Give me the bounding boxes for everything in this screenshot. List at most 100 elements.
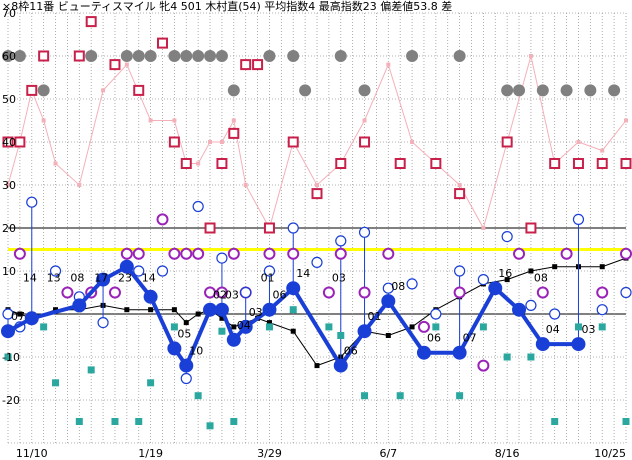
pink-point [457,183,462,187]
blue-circle [2,308,14,320]
gray-dot [2,50,14,62]
data-label: 06 [272,289,286,302]
pink-point [576,140,581,144]
blue-circle [192,200,204,213]
crimson-square [240,59,252,71]
black-point [504,277,510,283]
black-point [409,324,415,330]
crimson-square [216,158,228,169]
data-label: 08 [534,272,548,285]
blue-circle [26,196,38,208]
purple-circle [204,286,217,299]
crimson-square [596,158,608,169]
purple-circle [560,247,573,260]
crimson-square [394,158,406,169]
black-point [385,333,391,338]
crimson-square [180,158,192,169]
gray-dot [287,50,300,62]
crimson-square [26,84,38,96]
pink-point [315,183,319,187]
pink-point [386,62,391,67]
main-point [333,358,348,373]
blue-circle [501,231,513,243]
blue-circle [525,299,537,311]
pink-point [243,183,248,187]
blue-circle [477,274,489,286]
blue-circle [97,317,109,329]
data-label: 03 [225,289,239,302]
gray-dot [204,50,217,62]
gray-dot [560,84,573,97]
blue-circle [406,278,418,290]
gray-dot [120,50,133,62]
y-tick-label: -20 [2,394,20,407]
gray-dot [501,84,514,97]
crimson-square [157,37,168,49]
main-point [179,358,194,373]
crimson-square [204,222,216,234]
data-label: 01 [261,272,275,285]
pink-point [172,118,177,123]
crimson-square [287,136,299,148]
black-point [599,264,605,270]
gray-dot [37,84,50,97]
purple-circle [513,247,526,260]
blue-circle [263,265,276,277]
purple-circle [334,247,347,260]
data-label: 08 [70,272,84,285]
black-series-line [7,257,627,367]
gray-dot [85,50,98,62]
crimson-square [168,136,180,148]
crimson-square [620,158,632,169]
black-point [231,324,237,330]
main-point [381,294,396,309]
main-point [571,337,586,352]
purple-circle [227,247,240,260]
teal-square [289,306,297,314]
blue-circle [156,265,169,277]
teal-square [206,422,214,430]
main-point [416,345,431,360]
black-point [17,311,23,317]
teal-square [4,353,12,361]
teal-square [396,392,404,400]
x-tick-label: 3/29 [257,447,282,460]
teal-square [52,379,60,387]
black-point [266,320,272,326]
teal-square [230,418,238,425]
axis-layer: 70 60 50 40 30 20 10 -10 -20 11/10 1/19 3/29 6/7 8/16… [2,7,626,460]
x-tick-label: 10/25 [594,447,626,460]
gray-dot [406,50,419,62]
purple-circle [192,247,205,260]
crimson-square [228,127,240,139]
data-label: 07 [463,332,477,345]
x-tick-label: 11/10 [16,447,48,460]
crimson-square [311,188,323,200]
pink-point [124,62,129,67]
crimson-square [252,59,264,71]
teal-square [218,327,226,335]
crimson-square [572,158,584,169]
gray-dot [13,50,26,62]
data-label: 04 [237,319,251,332]
black-point [183,320,189,326]
x-tick-label: 8/16 [495,447,520,460]
teal-square [75,418,83,425]
gray-dot [584,84,597,97]
gray-dot [144,50,157,62]
crimson-square [38,50,50,62]
teal-square [527,353,535,361]
purple-circle [536,286,549,299]
blue-circle [358,226,371,238]
crimson-square [335,158,347,169]
main-point [72,298,87,313]
black-point [148,307,154,313]
data-label: 08 [391,280,405,293]
pink-point [410,140,415,144]
black-point [528,268,534,274]
purple-circle [596,286,609,299]
crimson-square [14,136,26,148]
main-point [214,302,229,317]
y-tick-label: 20 [2,222,16,235]
